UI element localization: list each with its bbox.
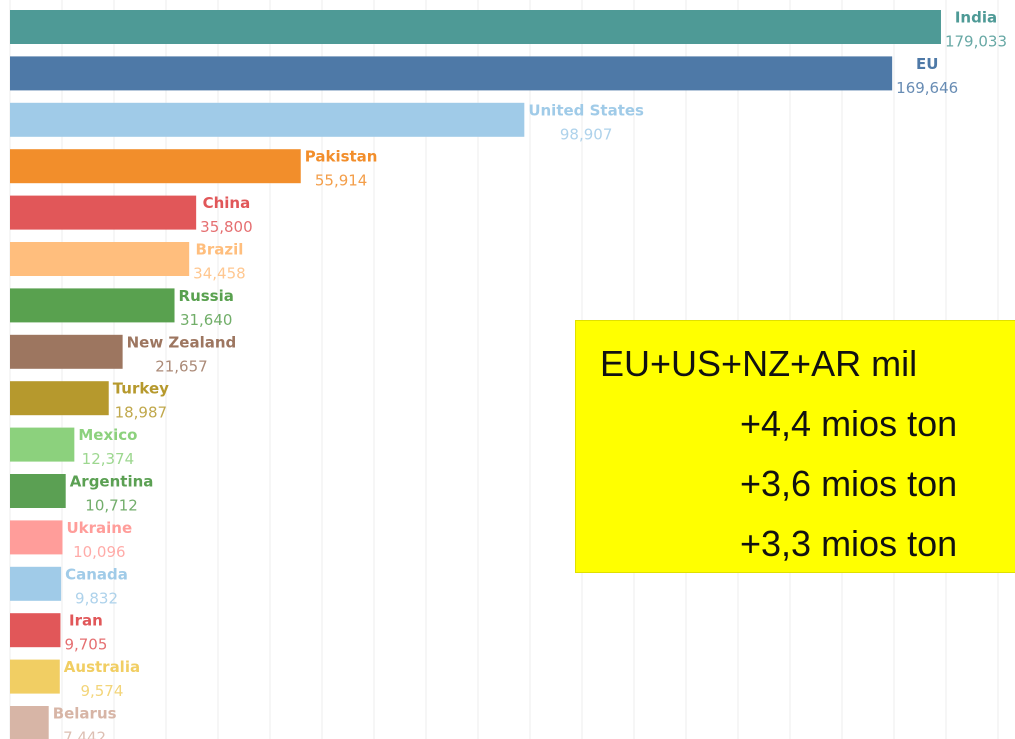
value-label: 179,033 (945, 33, 1007, 51)
bar (10, 566, 62, 601)
bar (10, 195, 197, 230)
value-label: 18,987 (115, 404, 168, 422)
value-label: 98,907 (560, 125, 613, 143)
bar (10, 56, 893, 91)
bar-name: Australia (64, 658, 140, 676)
bar (10, 242, 190, 276)
bar (10, 659, 60, 694)
bar-name: Russia (179, 287, 234, 305)
bar (10, 427, 75, 462)
value-label: 34,458 (193, 265, 246, 283)
value-label: 10,096 (73, 543, 126, 561)
bar (10, 288, 175, 323)
bar-name: China (203, 194, 251, 212)
bar (10, 474, 66, 508)
annotation-box: EU+US+NZ+AR mil +4,4 mios ton +3,6 mios … (575, 320, 1015, 573)
bar-name: EU (916, 55, 938, 73)
bar-name: Brazil (195, 241, 243, 259)
bar-name: Mexico (78, 426, 137, 444)
value-label: 169,646 (896, 79, 958, 97)
annotation: +3,3 mios ton (740, 523, 958, 564)
bar-name: India (955, 9, 997, 27)
bar-name: New Zealand (127, 333, 237, 351)
bar-name: Pakistan (305, 148, 378, 166)
value-label: 55,914 (315, 172, 368, 190)
bar-name: Turkey (113, 380, 169, 398)
value-label: 21,657 (155, 357, 208, 375)
value-label: 7,442 (63, 729, 106, 739)
bar (10, 613, 61, 648)
bar-name: United States (528, 101, 644, 119)
annotation: +3,6 mios ton (740, 463, 958, 504)
annotation: EU+US+NZ+AR mil (600, 343, 918, 384)
value-label: 31,640 (180, 311, 233, 329)
value-label: 9,832 (75, 589, 118, 607)
bar-name: Belarus (53, 705, 117, 723)
value-label: 12,374 (82, 450, 135, 468)
bar-name: Iran (69, 612, 103, 630)
value-label: 10,712 (85, 497, 138, 515)
bar (10, 102, 525, 137)
bar-name: Ukraine (66, 519, 132, 537)
bar-name: Argentina (70, 473, 154, 491)
bar (10, 381, 109, 416)
value-label: 35,800 (200, 218, 253, 236)
bar (10, 149, 301, 184)
bar (10, 334, 123, 369)
bar-name: Canada (65, 565, 128, 583)
value-label: 9,705 (64, 636, 107, 654)
value-label: 9,574 (80, 682, 123, 700)
bar (10, 520, 63, 555)
bar (10, 706, 49, 739)
annotation: +4,4 mios ton (740, 403, 958, 444)
bar (10, 10, 941, 44)
